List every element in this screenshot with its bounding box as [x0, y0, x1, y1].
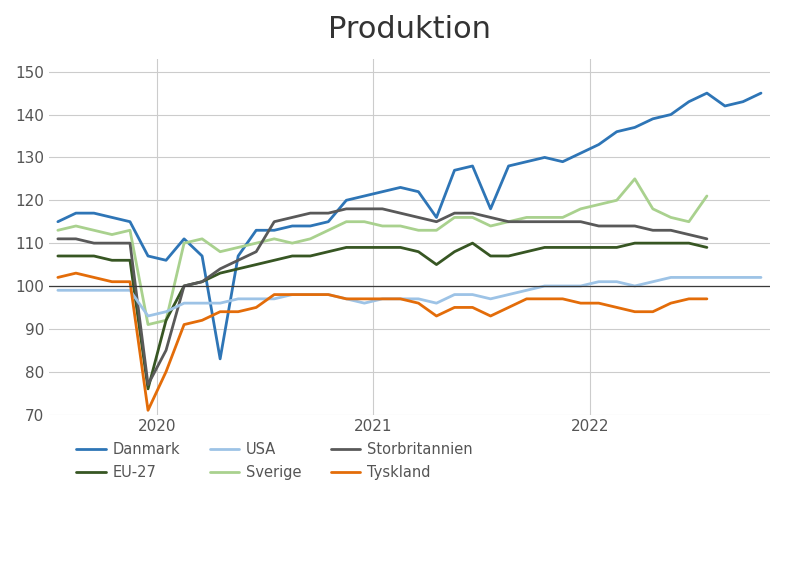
Legend: Danmark, EU-27, USA, Sverige, Storbritannien, Tyskland: Danmark, EU-27, USA, Sverige, Storbritan… [71, 436, 479, 486]
Title: Produktion: Produktion [328, 15, 491, 44]
